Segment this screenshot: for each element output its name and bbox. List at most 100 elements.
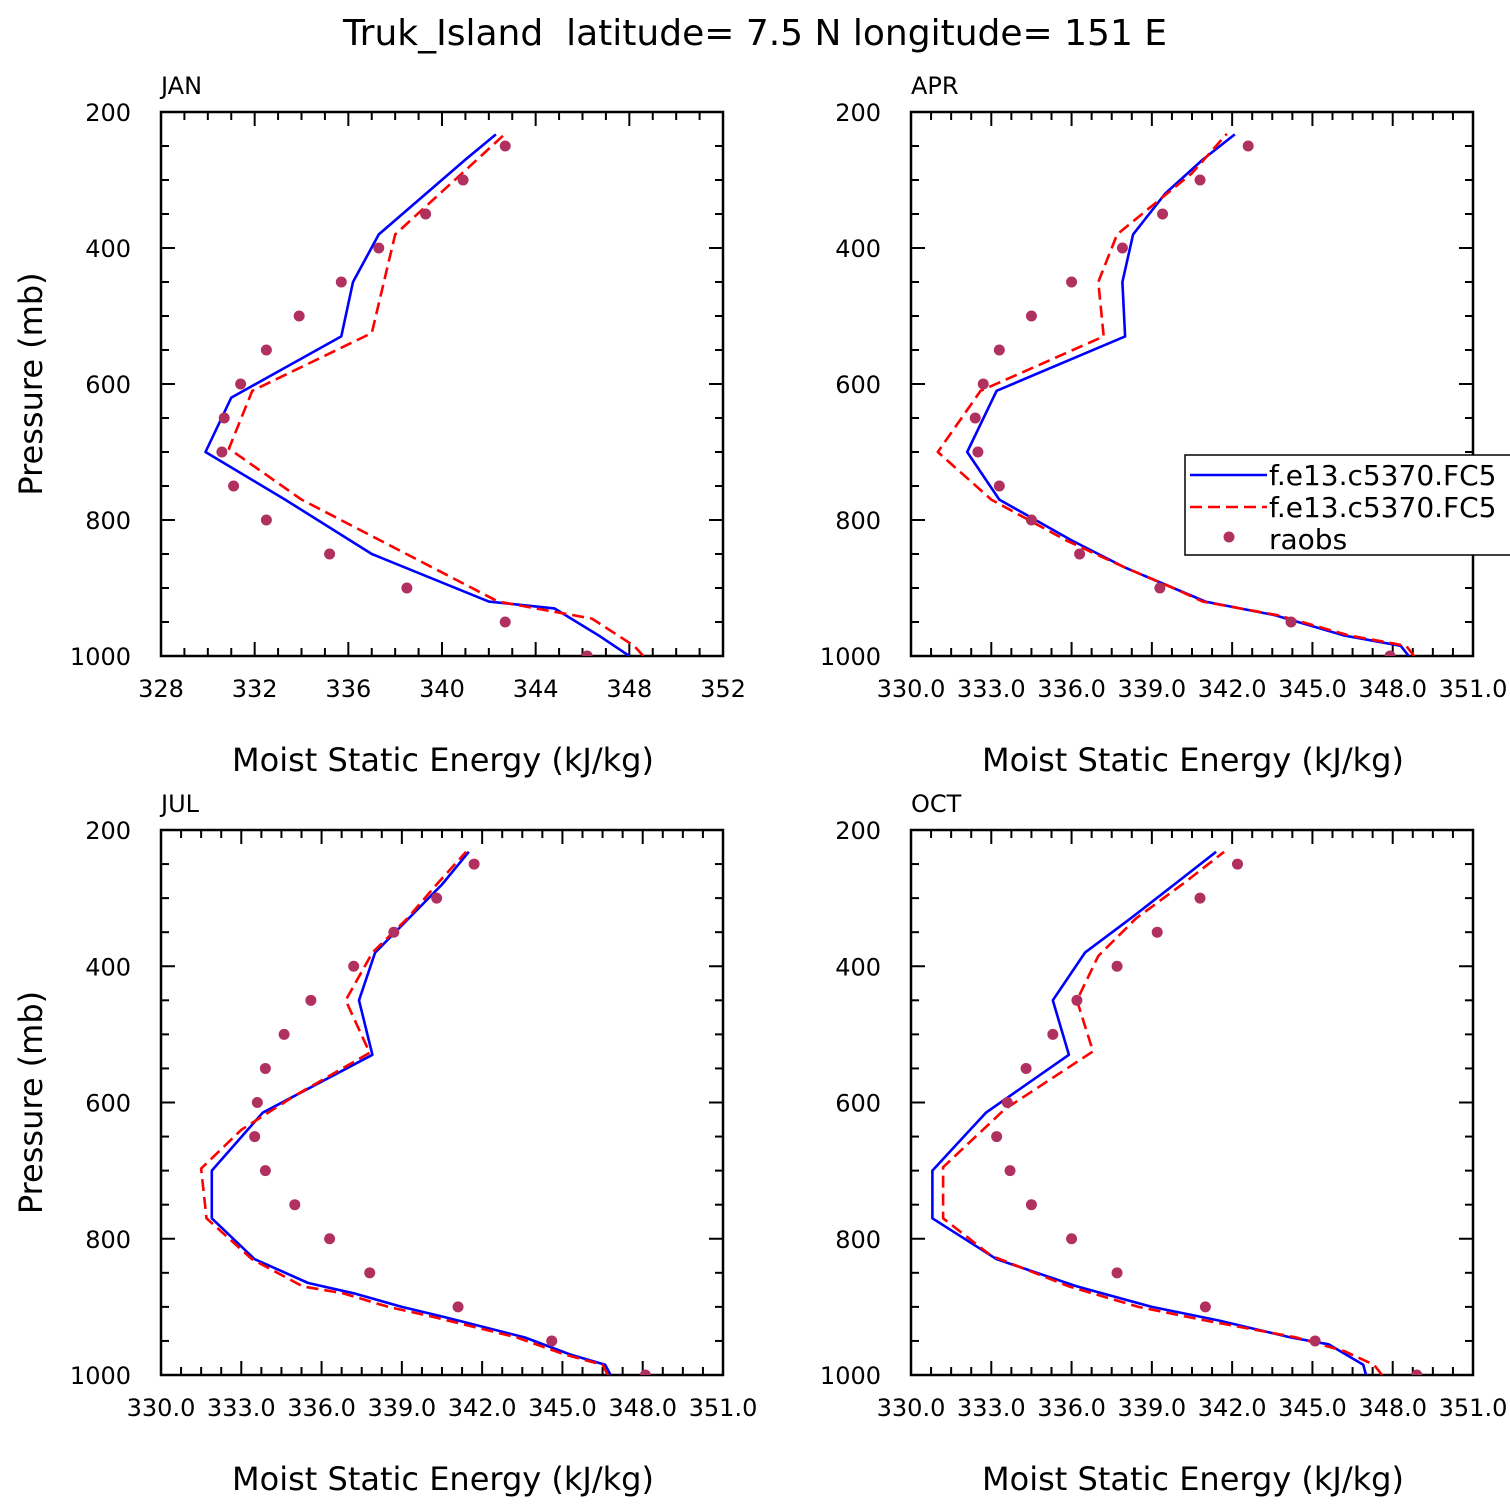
raobs-point xyxy=(1025,310,1037,322)
chart-panel-jul: JUL 330.0 333.0 336.0 339.0 342.0 345.0 348.0 35… xyxy=(12,790,757,1498)
y-tick-label: 800 xyxy=(85,507,131,535)
raobs-point xyxy=(1071,994,1083,1006)
y-axis-title: Pressure (mb) xyxy=(12,991,50,1214)
raobs-point xyxy=(1309,1335,1321,1347)
y-tick-label: 1000 xyxy=(70,643,131,671)
raobs-point xyxy=(278,1028,290,1040)
raobs-point xyxy=(969,412,981,424)
panels: JAN 328 332 336 340 344 348 352 200 400 600 800 1000… xyxy=(12,72,1510,1498)
x-tick-label: 348 xyxy=(606,675,652,703)
x-tick-label: 342.0 xyxy=(448,1394,517,1422)
y-tick-label: 800 xyxy=(835,507,881,535)
y-tick-label: 600 xyxy=(835,371,881,399)
raobs-point xyxy=(218,412,230,424)
raobs-point xyxy=(457,174,469,186)
raobs-point xyxy=(324,1233,336,1245)
model-line-dashed xyxy=(936,132,1416,656)
y-tick-label: 200 xyxy=(835,817,881,845)
raobs-point xyxy=(977,378,989,390)
raobs-point xyxy=(546,1335,558,1347)
x-tick-label: 339.0 xyxy=(367,1394,436,1422)
x-tick-label: 345.0 xyxy=(1278,675,1347,703)
x-axis-title: Moist Static Energy (kJ/kg) xyxy=(982,1460,1404,1498)
y-axis-title: Pressure (mb) xyxy=(12,272,50,495)
chart-panel-jan: JAN 328 332 336 340 344 348 352 200 400 600 800 1000… xyxy=(12,72,746,779)
raobs-point xyxy=(348,960,360,972)
raobs-point xyxy=(581,650,593,656)
x-tick-label: 348.0 xyxy=(608,1394,677,1422)
x-tick-label: 345.0 xyxy=(1278,1394,1347,1422)
raobs-point xyxy=(235,378,247,390)
raobs-point xyxy=(1047,1028,1059,1040)
x-tick-label: 352 xyxy=(700,675,746,703)
raobs-point xyxy=(468,858,480,870)
x-tick-label: 348.0 xyxy=(1358,675,1427,703)
y-tick-label: 200 xyxy=(835,99,881,127)
raobs-point xyxy=(293,310,305,322)
raobs-point xyxy=(335,276,347,288)
x-tick-label: 340 xyxy=(419,675,465,703)
raobs-point xyxy=(1154,582,1166,594)
x-tick-label: 332 xyxy=(232,675,278,703)
legend-label: f.e13.c5370.FC5 xyxy=(1269,491,1497,524)
raobs-point xyxy=(216,446,228,458)
model-line-solid xyxy=(931,850,1368,1375)
raobs-point xyxy=(1066,1233,1078,1245)
panel-label: JAN xyxy=(159,72,202,100)
raobs-point xyxy=(259,1165,271,1177)
x-tick-label: 330.0 xyxy=(877,1394,946,1422)
plot-area xyxy=(199,850,651,1375)
model-line-solid xyxy=(965,133,1410,656)
y-tick-label: 1000 xyxy=(820,643,881,671)
x-tick-label: 328 xyxy=(138,675,184,703)
model-line-solid xyxy=(204,133,631,656)
y-tick-label: 1000 xyxy=(820,1362,881,1390)
x-tick-label: 339.0 xyxy=(1117,675,1186,703)
raobs-point xyxy=(1384,650,1396,656)
x-tick-label: 333.0 xyxy=(957,1394,1026,1422)
raobs-point xyxy=(388,926,400,938)
raobs-point xyxy=(260,344,272,356)
y-tick-label: 400 xyxy=(835,953,881,981)
x-tick-label: 333.0 xyxy=(207,1394,276,1422)
raobs-point xyxy=(452,1301,464,1313)
y-tick-label: 1000 xyxy=(70,1362,131,1390)
raobs-point xyxy=(1116,242,1128,254)
x-tick-label: 344 xyxy=(513,675,559,703)
raobs-point xyxy=(1001,1097,1013,1108)
raobs-point xyxy=(401,582,413,594)
y-tick-label: 200 xyxy=(85,99,131,127)
raobs-point xyxy=(364,1267,376,1279)
raobs-point xyxy=(993,344,1005,356)
legend-label: raobs xyxy=(1269,523,1347,556)
raobs-point xyxy=(499,140,511,152)
plot-area xyxy=(204,132,645,656)
raobs-point xyxy=(1111,1267,1123,1279)
y-tick-label: 600 xyxy=(85,1090,131,1118)
y-tick-label: 800 xyxy=(835,1226,881,1254)
y-tick-label: 600 xyxy=(85,371,131,399)
raobs-point xyxy=(324,548,336,560)
plot-area xyxy=(931,850,1423,1375)
panel-label: OCT xyxy=(911,790,962,818)
y-tick-label: 400 xyxy=(835,235,881,263)
x-tick-label: 336.0 xyxy=(1037,675,1106,703)
legend-marker-raobs xyxy=(1223,531,1235,543)
raobs-point xyxy=(1066,276,1078,288)
raobs-point xyxy=(991,1131,1003,1143)
raobs-point xyxy=(260,514,272,526)
y-tick-label: 400 xyxy=(85,953,131,981)
raobs-point xyxy=(499,616,511,628)
legend-box xyxy=(1184,454,1510,556)
y-tick-label: 200 xyxy=(85,817,131,845)
raobs-point xyxy=(251,1097,263,1108)
raobs-point xyxy=(305,994,317,1006)
x-tick-label: 342.0 xyxy=(1198,675,1267,703)
model-line-dashed xyxy=(199,850,610,1375)
x-tick-label: 345.0 xyxy=(528,1394,597,1422)
y-tick-label: 400 xyxy=(85,235,131,263)
model-line-solid xyxy=(210,850,612,1375)
y-tick-label: 800 xyxy=(85,1226,131,1254)
raobs-point xyxy=(1020,1062,1032,1074)
